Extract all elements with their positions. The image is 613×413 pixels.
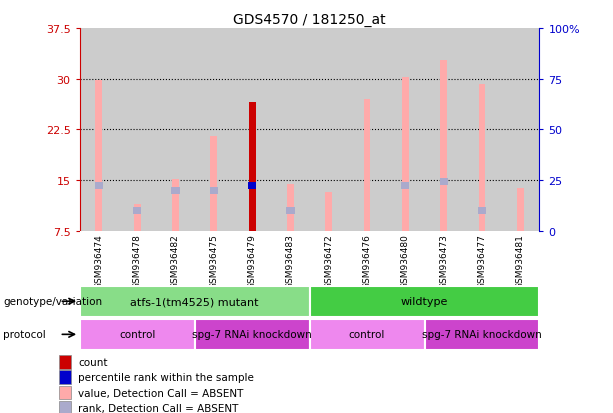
Bar <box>80 29 118 231</box>
Text: GSM936472: GSM936472 <box>324 234 333 289</box>
Bar <box>172 188 180 194</box>
Text: GSM936477: GSM936477 <box>478 234 487 289</box>
Bar <box>248 183 256 190</box>
Bar <box>59 401 71 413</box>
Text: GSM936479: GSM936479 <box>248 234 257 289</box>
Bar <box>287 184 294 231</box>
Bar <box>463 29 501 231</box>
Text: protocol: protocol <box>3 330 46 339</box>
Text: GSM936481: GSM936481 <box>516 234 525 289</box>
Text: count: count <box>78 357 108 367</box>
Text: GSM936480: GSM936480 <box>401 234 410 289</box>
Bar <box>233 29 271 231</box>
Text: control: control <box>349 330 385 339</box>
Bar <box>96 81 102 231</box>
Bar <box>440 61 447 231</box>
Text: genotype/variation: genotype/variation <box>3 297 102 306</box>
Bar <box>364 100 370 231</box>
Text: percentile rank within the sample: percentile rank within the sample <box>78 372 254 382</box>
Text: GSM936473: GSM936473 <box>439 234 448 289</box>
Bar <box>310 319 424 350</box>
Bar <box>517 189 524 231</box>
Text: spg-7 RNAi knockdown: spg-7 RNAi knockdown <box>192 330 312 339</box>
Text: rank, Detection Call = ABSENT: rank, Detection Call = ABSENT <box>78 403 239 413</box>
Bar <box>210 137 217 231</box>
Text: GSM936475: GSM936475 <box>209 234 218 289</box>
Bar <box>172 179 179 231</box>
Bar <box>59 370 71 384</box>
Bar <box>134 204 140 231</box>
Text: GSM936482: GSM936482 <box>171 234 180 289</box>
Bar <box>479 85 485 231</box>
Bar <box>80 286 310 317</box>
Text: GSM936478: GSM936478 <box>132 234 142 289</box>
Bar <box>271 29 310 231</box>
Bar <box>478 208 486 214</box>
Bar <box>59 386 71 399</box>
Bar <box>402 183 409 190</box>
Bar <box>310 29 348 231</box>
Bar <box>348 29 386 231</box>
Text: control: control <box>119 330 155 339</box>
Bar <box>424 319 539 350</box>
Bar <box>195 29 233 231</box>
Text: spg-7 RNAi knockdown: spg-7 RNAi knockdown <box>422 330 542 339</box>
Bar <box>249 103 256 231</box>
Text: GSM936476: GSM936476 <box>362 234 371 289</box>
Bar <box>440 179 447 185</box>
Bar <box>310 286 539 317</box>
Bar <box>195 319 310 350</box>
Bar <box>210 188 218 194</box>
Bar <box>118 29 156 231</box>
Bar <box>386 29 424 231</box>
Bar <box>59 355 71 369</box>
Text: atfs-1(tm4525) mutant: atfs-1(tm4525) mutant <box>131 297 259 306</box>
Title: GDS4570 / 181250_at: GDS4570 / 181250_at <box>234 12 386 26</box>
Bar <box>133 208 142 214</box>
Text: value, Detection Call = ABSENT: value, Detection Call = ABSENT <box>78 387 244 398</box>
Bar <box>402 78 409 231</box>
Bar <box>286 208 294 214</box>
Text: GSM936474: GSM936474 <box>94 234 104 289</box>
Text: wildtype: wildtype <box>401 297 448 306</box>
Bar <box>80 319 195 350</box>
Bar <box>156 29 195 231</box>
Bar <box>326 193 332 231</box>
Text: GSM936483: GSM936483 <box>286 234 295 289</box>
Bar <box>501 29 539 231</box>
Bar <box>94 183 103 190</box>
Bar <box>424 29 463 231</box>
